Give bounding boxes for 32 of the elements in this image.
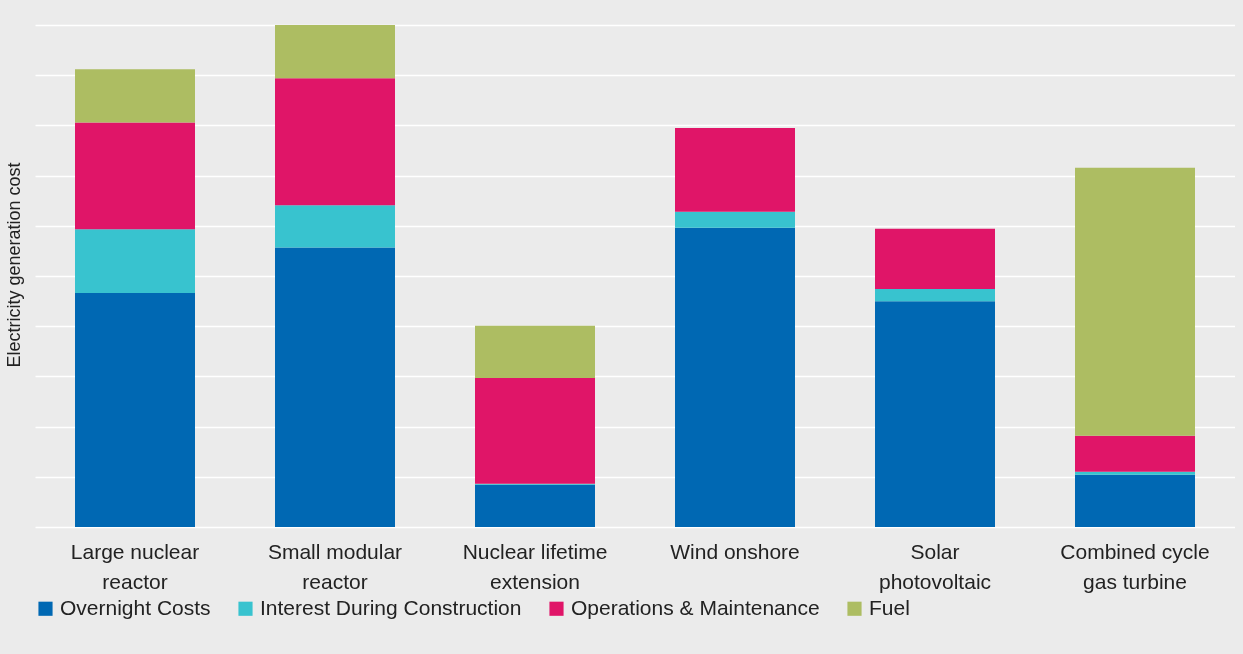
bar — [475, 325, 595, 378]
x-tick-label: Solar photovoltaic — [878, 539, 992, 593]
legend-label: Operations & Maintenance — [571, 595, 820, 619]
bar — [675, 211, 795, 228]
x-tick-label: Large nuclear reactor — [70, 539, 200, 593]
bar — [875, 228, 995, 290]
bar — [275, 247, 395, 527]
x-tick-label: Combined cycle gas turbine — [1060, 539, 1210, 593]
bar — [275, 25, 395, 79]
bar — [875, 289, 995, 302]
x-tick-label: Small modular reactor — [267, 539, 403, 593]
bar — [1075, 471, 1195, 475]
bar — [75, 122, 195, 230]
legend-label: Interest During Construction — [260, 595, 522, 619]
bar — [1075, 435, 1195, 472]
bar — [475, 377, 595, 484]
x-tick-label: Wind onshore — [670, 539, 800, 563]
y-axis-title: Electricity generation cost — [3, 162, 24, 368]
bar — [75, 229, 195, 294]
bar — [875, 301, 995, 527]
bar — [75, 69, 195, 123]
bar — [675, 227, 795, 527]
legend-label: Fuel — [869, 595, 910, 619]
bar — [675, 127, 795, 212]
bar — [275, 78, 395, 206]
bar — [1075, 474, 1195, 527]
bar — [275, 205, 395, 248]
bar — [1075, 167, 1195, 436]
x-tick-label: Nuclear lifetime extension — [462, 539, 608, 593]
legend-label: Overnight Costs — [60, 595, 211, 619]
bar — [475, 484, 595, 527]
bar — [75, 293, 195, 527]
